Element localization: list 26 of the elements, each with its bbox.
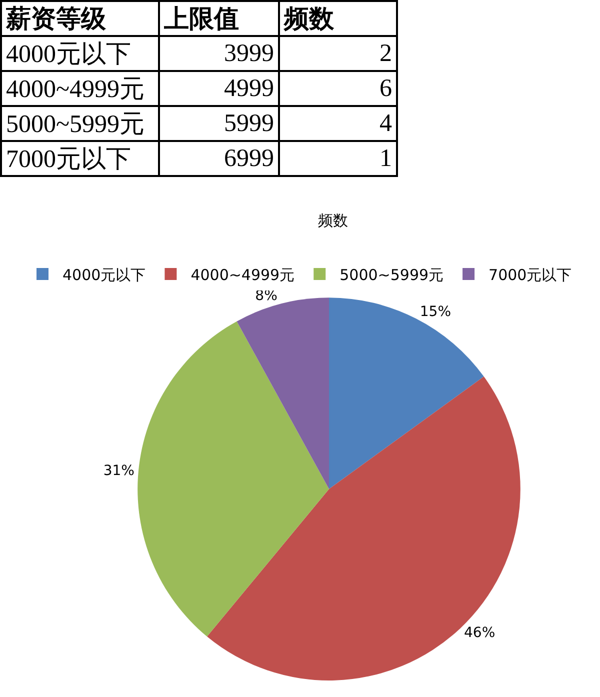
- text: 薪资等级: [1, 1, 159, 36]
- text: 4000~4999元: [1, 71, 159, 106]
- text: 1: [279, 141, 397, 176]
- chart-title: 频数: [318, 211, 348, 230]
- text: 4: [279, 106, 397, 141]
- pie-slice: [329, 298, 484, 490]
- legend-label: 7000元以下: [488, 266, 572, 284]
- data-label: 31%: [103, 462, 134, 479]
- legend-label: 5000~5999元: [340, 266, 444, 284]
- legend-label: 4000~4999元: [190, 266, 295, 284]
- text: 2: [279, 36, 397, 71]
- text: 7000元以下: [1, 141, 159, 176]
- text: 4999: [159, 71, 279, 106]
- text: 3999: [159, 36, 279, 71]
- data-label: 46%: [464, 624, 496, 641]
- text: 5999: [159, 106, 279, 141]
- text: 6999: [159, 141, 279, 176]
- text: 4000元以下: [1, 36, 159, 71]
- data-label: 15%: [420, 304, 452, 320]
- pie-slice: [138, 321, 329, 637]
- text: 上限值: [159, 1, 279, 36]
- legend-label: 4000元以下: [62, 266, 146, 284]
- text: 频数: [279, 1, 397, 36]
- text: 5000~5999元: [1, 106, 159, 141]
- text: 6: [279, 71, 397, 106]
- pie-slice: [206, 376, 520, 680]
